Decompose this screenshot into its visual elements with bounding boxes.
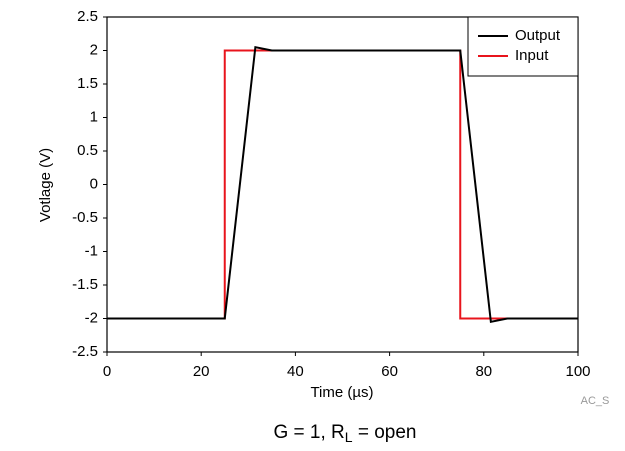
y-tick-label: -1	[85, 242, 98, 259]
y-tick-label: -2.5	[72, 343, 98, 360]
y-tick-label: -1.5	[72, 276, 98, 293]
series-line	[107, 49, 578, 320]
y-tick-label: 0.5	[77, 142, 98, 159]
legend-label: Output	[515, 27, 561, 44]
plot-frame	[106, 16, 579, 353]
x-axis-label: Time (µs)	[310, 384, 373, 401]
x-tick-label: 0	[103, 363, 111, 380]
y-tick-label: -0.5	[72, 209, 98, 226]
legend-label: Input	[515, 47, 549, 64]
x-tick-label: 40	[287, 363, 304, 380]
legend-box	[467, 16, 579, 77]
y-tick-label: 1	[90, 108, 98, 125]
watermark: AC_S	[581, 395, 610, 407]
x-tick-label: 20	[193, 363, 210, 380]
caption: G = 1, RL = open	[274, 422, 417, 445]
x-tick-label: 60	[381, 363, 398, 380]
caption-text: G = 1, R	[274, 422, 345, 443]
y-tick-label: 2.5	[77, 8, 98, 25]
y-tick-label: 2	[90, 41, 98, 58]
x-tick-label: 100	[565, 363, 590, 380]
series-line	[107, 45, 578, 324]
y-tick-label: 1.5	[77, 75, 98, 92]
y-axis-label: Votlage (V)	[37, 148, 54, 222]
y-tick-label: -2	[85, 309, 98, 326]
caption-text: = open	[353, 422, 417, 443]
caption-subscript: L	[345, 429, 353, 445]
y-tick-label: 0	[90, 175, 98, 192]
x-tick-label: 80	[475, 363, 492, 380]
